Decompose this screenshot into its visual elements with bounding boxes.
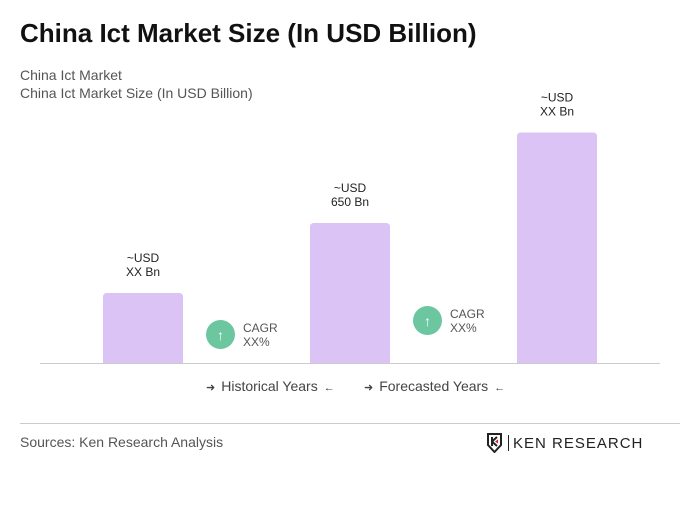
- cagr-label: CAGR: [243, 320, 278, 335]
- ken-research-logo: KEN RESEARCH: [486, 433, 643, 453]
- logo-text: KEN RESEARCH: [513, 434, 644, 452]
- bar: [103, 293, 183, 363]
- sources-text: Sources: Ken Research Analysis: [20, 434, 224, 450]
- bar: [310, 223, 390, 363]
- arrow-left-icon: ←: [494, 382, 506, 394]
- page-title: China Ict Market Size (In USD Billion): [20, 18, 477, 48]
- data-label: ~USD: [541, 91, 574, 105]
- cagr-badge-1: ↑ CAGR XX%: [206, 320, 278, 349]
- arrow-right-icon: ➜: [206, 382, 216, 394]
- data-label: XX Bn: [126, 265, 160, 279]
- logo-icon: [487, 433, 502, 453]
- divider: [20, 423, 680, 424]
- cagr-label: CAGR: [450, 306, 485, 321]
- legend-label: Forecasted Years: [379, 378, 489, 394]
- legend-label: Historical Years: [221, 378, 318, 394]
- cagr-value: XX%: [450, 320, 477, 335]
- data-label: ~USD: [127, 251, 160, 265]
- data-label: ~USD: [334, 181, 367, 195]
- cagr-badge-2: ↑ CAGR XX%: [413, 306, 485, 335]
- legend-historical: ➜ Historical Years ←: [200, 378, 341, 394]
- bar: [517, 132, 597, 363]
- data-label: 650 Bn: [331, 195, 369, 209]
- chart-subtitle: China Ict Market: [20, 67, 122, 83]
- arrow-up-icon: ↑: [413, 306, 442, 335]
- arrow-right-icon: ➜: [364, 382, 374, 394]
- cagr-value: XX%: [243, 334, 270, 349]
- chart-subtitle-2: China Ict Market Size (In USD Billion): [20, 85, 253, 101]
- arrow-left-icon: ←: [323, 382, 335, 394]
- data-label: XX Bn: [540, 105, 574, 119]
- legend-forecasted: ➜ Forecasted Years ←: [358, 378, 511, 394]
- arrow-up-icon: ↑: [206, 320, 235, 349]
